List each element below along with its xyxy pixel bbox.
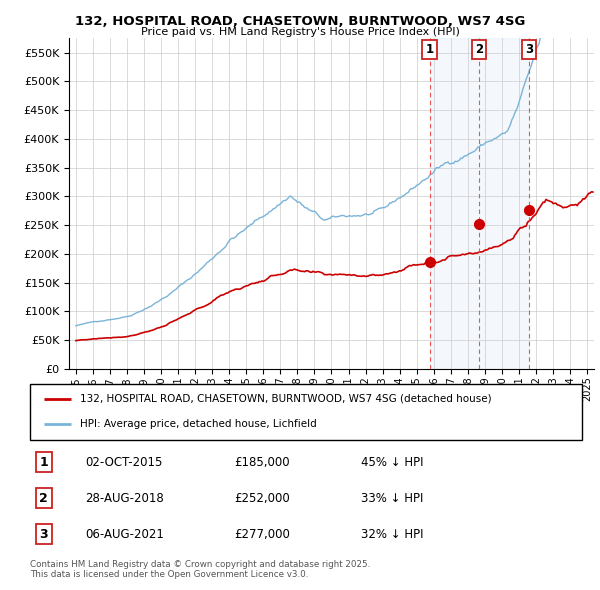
Text: 3: 3 (525, 43, 533, 56)
Text: 132, HOSPITAL ROAD, CHASETOWN, BURNTWOOD, WS7 4SG (detached house): 132, HOSPITAL ROAD, CHASETOWN, BURNTWOOD… (80, 394, 491, 404)
Bar (430, 38, 529, 369)
Text: 2: 2 (475, 43, 483, 56)
Text: 06-AUG-2021: 06-AUG-2021 (85, 527, 164, 540)
Text: £252,000: £252,000 (234, 491, 290, 504)
Text: 3: 3 (40, 527, 48, 540)
Text: 132, HOSPITAL ROAD, CHASETOWN, BURNTWOOD, WS7 4SG: 132, HOSPITAL ROAD, CHASETOWN, BURNTWOOD… (75, 15, 525, 28)
Text: 2: 2 (40, 491, 48, 504)
FancyBboxPatch shape (30, 384, 582, 440)
Text: 45% ↓ HPI: 45% ↓ HPI (361, 455, 424, 468)
Text: 1: 1 (40, 455, 48, 468)
Text: HPI: Average price, detached house, Lichfield: HPI: Average price, detached house, Lich… (80, 419, 316, 430)
Text: Contains HM Land Registry data © Crown copyright and database right 2025.
This d: Contains HM Land Registry data © Crown c… (30, 560, 370, 579)
Text: £277,000: £277,000 (234, 527, 290, 540)
Text: 28-AUG-2018: 28-AUG-2018 (85, 491, 164, 504)
Text: 32% ↓ HPI: 32% ↓ HPI (361, 527, 424, 540)
Text: £185,000: £185,000 (234, 455, 290, 468)
Text: Price paid vs. HM Land Registry's House Price Index (HPI): Price paid vs. HM Land Registry's House … (140, 27, 460, 37)
Text: 1: 1 (425, 43, 434, 56)
Text: 02-OCT-2015: 02-OCT-2015 (85, 455, 163, 468)
Text: 33% ↓ HPI: 33% ↓ HPI (361, 491, 424, 504)
